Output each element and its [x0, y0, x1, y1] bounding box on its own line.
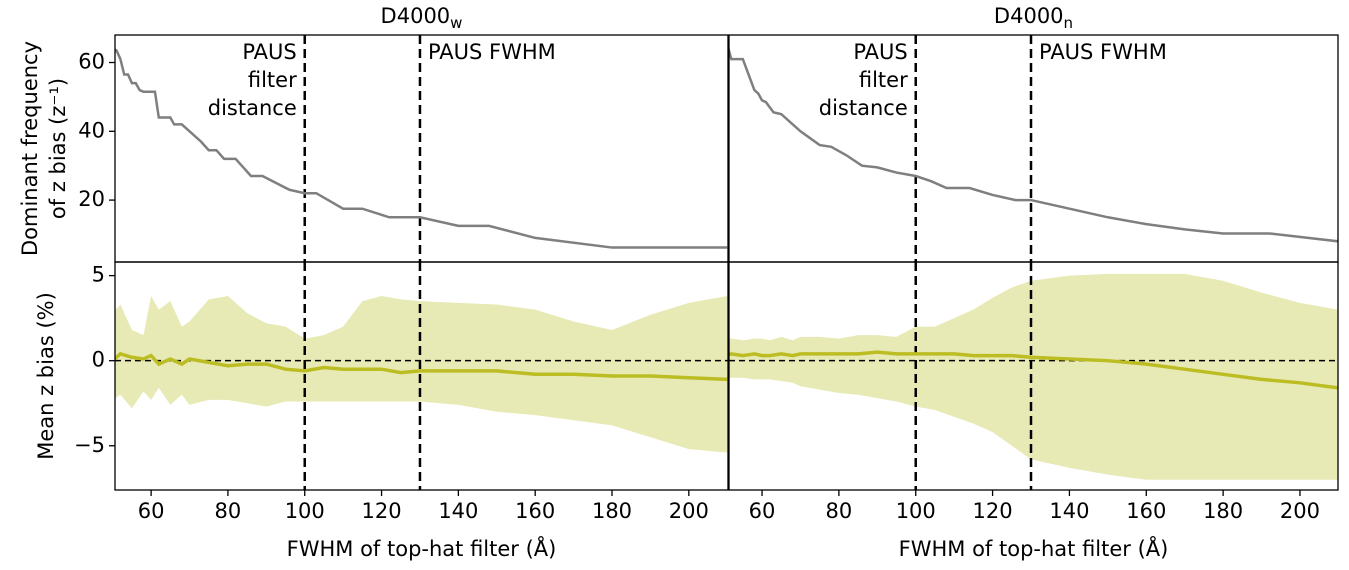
frame: [728, 261, 1339, 491]
band: [729, 273, 1338, 480]
y-tick-label: 40: [78, 118, 105, 142]
annotation: distance: [819, 96, 908, 120]
panel-title: D4000n: [994, 4, 1073, 32]
x-tick-label: 100: [896, 499, 936, 523]
x-axis-label: FWHM of top-hat filter (Å): [287, 535, 557, 561]
annotation: PAUS FWHM: [428, 40, 556, 64]
x-axis-label: FWHM of top-hat filter (Å): [899, 535, 1169, 561]
y-tick-label: 60: [78, 50, 105, 74]
x-tick-label: 120: [973, 499, 1013, 523]
y-tick-label: 20: [78, 187, 105, 211]
x-tick-label: 60: [138, 499, 165, 523]
frame: [728, 34, 1339, 263]
y-tick-label: 0: [92, 348, 105, 372]
frame: [114, 261, 729, 491]
y-tick-label: −5: [74, 433, 105, 457]
y-axis-label: of z bias (z⁻¹): [46, 78, 70, 219]
x-tick-label: 160: [1126, 499, 1166, 523]
y-tick-label: 5: [92, 263, 105, 287]
plot-area: [115, 35, 728, 262]
annotation: PAUS: [242, 40, 296, 64]
title-subscript: w: [450, 14, 462, 32]
annotation: distance: [208, 96, 297, 120]
title-main: D4000: [994, 4, 1064, 28]
x-tick-label: 80: [826, 499, 853, 523]
annotation: PAUS FWHM: [1039, 40, 1167, 64]
data-line: [729, 46, 1338, 243]
x-tick-label: 80: [215, 499, 242, 523]
data-line: [115, 351, 728, 382]
x-tick-label: 180: [1203, 499, 1243, 523]
data-line: [729, 350, 1338, 390]
x-tick-label: 160: [515, 499, 555, 523]
y-axis-label: Mean z bias (%): [34, 292, 58, 460]
title-main: D4000: [381, 4, 451, 28]
panel-title: D4000w: [381, 4, 463, 32]
x-tick-label: 120: [362, 499, 402, 523]
annotation: PAUS: [853, 40, 907, 64]
data-line: [115, 48, 728, 249]
y-axis-label: Dominant frequency: [18, 41, 42, 256]
plot-area: [729, 35, 1338, 262]
x-tick-label: 60: [749, 499, 776, 523]
annotation: filter: [248, 68, 297, 92]
x-tick-label: 200: [669, 499, 709, 523]
plot-area: [729, 262, 1338, 490]
x-tick-label: 140: [438, 499, 478, 523]
x-tick-label: 140: [1049, 499, 1089, 523]
annotation: filter: [859, 68, 908, 92]
x-tick-label: 200: [1280, 499, 1320, 523]
x-tick-label: 180: [592, 499, 632, 523]
title-subscript: n: [1064, 14, 1074, 32]
plot-area: [115, 262, 728, 490]
x-tick-label: 100: [285, 499, 325, 523]
